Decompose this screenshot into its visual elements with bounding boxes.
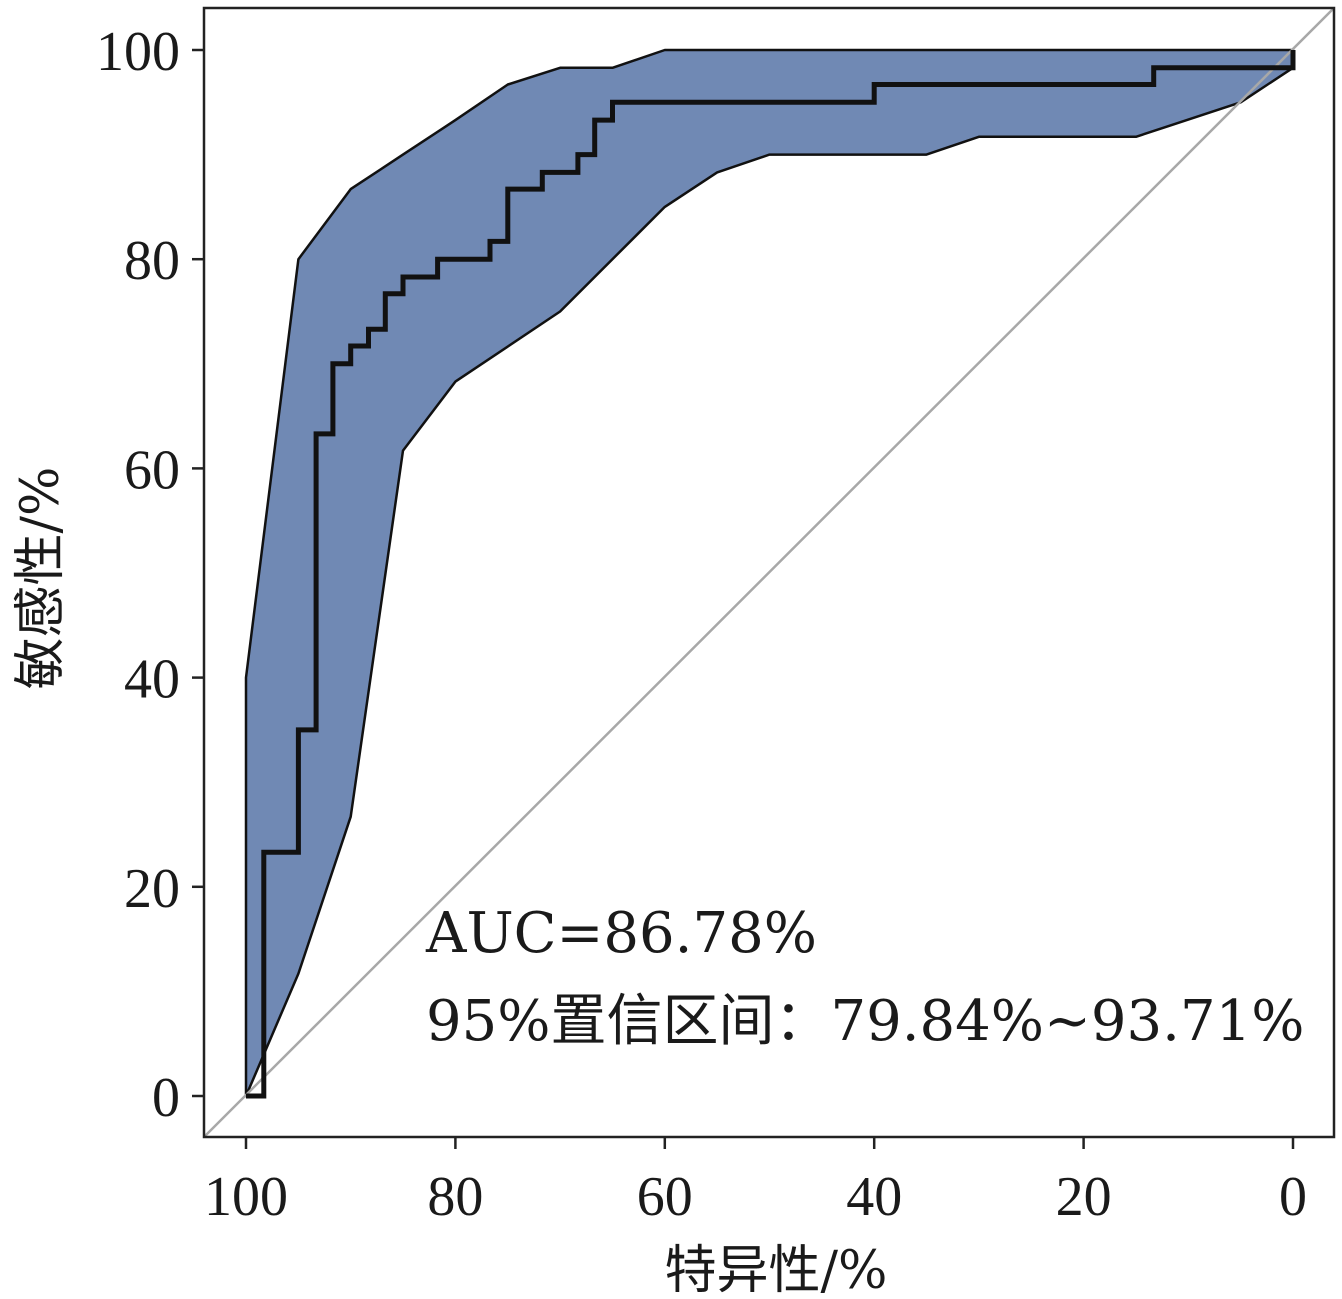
y-tick-label: 60: [124, 439, 180, 501]
ci-annotation: 95%置信区间：79.84%~93.71%: [426, 989, 1304, 1054]
x-tick-label: 20: [1056, 1166, 1112, 1228]
x-tick-label: 100: [204, 1166, 288, 1228]
auc-annotation: AUC=86.78%: [425, 901, 817, 966]
x-tick-label: 80: [427, 1166, 483, 1228]
y-tick-label: 20: [124, 858, 180, 920]
y-tick-label: 100: [96, 21, 180, 83]
roc-curve: [246, 50, 1296, 1099]
y-tick-label: 40: [124, 649, 180, 711]
y-tick-label: 0: [152, 1067, 180, 1129]
axes: 100 80 60 40 20 0 0 20 40 60 80 100: [96, 6, 1336, 1228]
plot-area: [203, 7, 1335, 1138]
x-tick-label: 60: [637, 1166, 693, 1228]
x-tick-label: 0: [1279, 1166, 1307, 1228]
x-axis-title: 特异性/%: [665, 1241, 888, 1299]
y-axis-title: 敏感性/%: [11, 467, 71, 690]
plot-frame: [202, 6, 1336, 1139]
y-tick-label: 80: [124, 230, 180, 292]
reference-diagonal: [203, 7, 1335, 1138]
x-tick-label: 40: [846, 1166, 902, 1228]
